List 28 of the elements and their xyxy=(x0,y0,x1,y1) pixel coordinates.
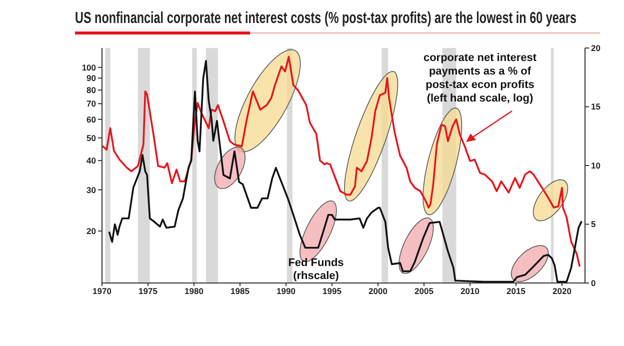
y2-tick-label: 20 xyxy=(591,42,601,53)
text: corporate net interest payments as a % of post-tax econ profits (left hand scale, log) xyxy=(423,52,537,104)
y-tick-label: 60 xyxy=(86,114,96,124)
y-tick-label: 30 xyxy=(86,184,96,195)
x-tick-label: 1970 xyxy=(92,286,112,296)
x-tick-label: 1990 xyxy=(276,286,296,296)
series-label: Fed Funds (rhscale) xyxy=(288,257,344,282)
y2-tick-label: 10 xyxy=(591,160,601,170)
y-tick-label: 80 xyxy=(86,85,96,96)
y2-tick-label: 0 xyxy=(591,278,596,288)
x-tick-label: 2000 xyxy=(368,286,388,296)
y-tick-label: 20 xyxy=(86,226,96,236)
y-tick-label: 90 xyxy=(86,73,96,84)
x-tick-label: 2020 xyxy=(552,286,572,296)
x-tick-label: 1975 xyxy=(138,286,158,296)
chart-title: US nonfinancial corporate net interest costs (% post-tax profits) are the lowest in 60 years xyxy=(75,8,577,26)
y-tick-label: 70 xyxy=(86,98,96,109)
y2-tick-label: 5 xyxy=(591,219,596,230)
y-tick-label: 100 xyxy=(82,62,96,72)
x-tick-label: 1995 xyxy=(322,286,342,296)
x-tick-label: 2005 xyxy=(414,286,434,296)
y2-tick-label: 15 xyxy=(591,102,601,112)
x-tick-label: 1985 xyxy=(230,286,250,296)
x-tick-label: 1980 xyxy=(184,286,204,296)
y-tick-label: 50 xyxy=(86,132,96,143)
y-tick-label: 40 xyxy=(86,156,96,166)
x-tick-label: 2010 xyxy=(460,286,480,296)
x-tick-label: 2015 xyxy=(506,286,526,296)
